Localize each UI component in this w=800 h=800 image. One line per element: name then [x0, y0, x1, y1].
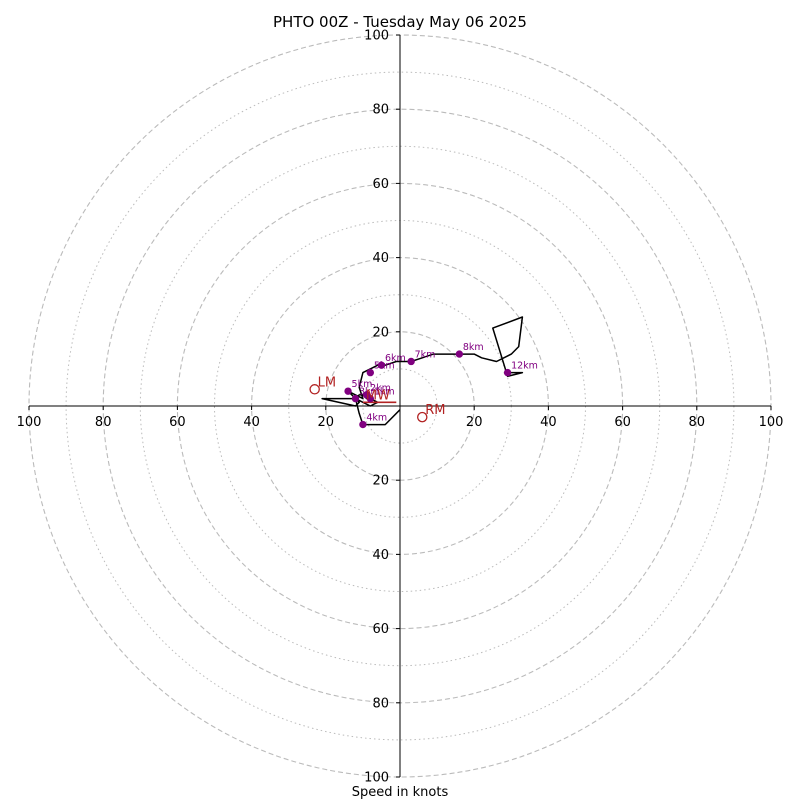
x-tick-label: 80	[95, 415, 112, 430]
height-marker-point	[351, 394, 360, 403]
height-marker-point	[377, 361, 386, 369]
x-tick-label: 40	[540, 415, 557, 430]
x-tick-label: 100	[759, 415, 784, 430]
x-tick-label: 20	[318, 415, 335, 430]
height-marker-label: 2km	[370, 383, 391, 394]
height-marker-point	[359, 420, 367, 429]
height-marker-point	[407, 357, 415, 366]
x-tick-label: 40	[243, 415, 260, 430]
y-tick-label: 40	[372, 548, 389, 563]
y-tick-label: 60	[372, 177, 389, 192]
height-marker-label: 12km	[511, 361, 538, 372]
height-marker-label: 6km	[385, 353, 406, 364]
y-tick-label: 100	[364, 771, 389, 786]
height-marker-label: 1km	[374, 387, 395, 398]
x-axis-label: Speed in knots	[352, 785, 449, 800]
y-tick-label: 100	[364, 29, 389, 44]
height-marker-label: 4km	[366, 413, 387, 424]
axes	[29, 35, 771, 777]
y-tick-label: 80	[372, 103, 389, 118]
height-marker-point	[344, 387, 352, 395]
chart-title: PHTO 00Z - Tuesday May 06 2025	[273, 13, 527, 31]
height-marker-label: 5km	[352, 379, 373, 390]
height-marker-point	[362, 391, 371, 399]
storm-motion-label: LM	[318, 375, 336, 390]
height-marker-label: 8km	[463, 342, 484, 353]
storm-motion-point	[309, 384, 320, 395]
storm-motion-label: RM	[425, 403, 445, 418]
storm-motion-label: MW	[366, 388, 390, 403]
x-tick-label: 100	[17, 415, 42, 430]
storm-motion-markers: LM RM MW	[309, 375, 446, 423]
x-tick-label: 60	[614, 415, 631, 430]
height-marker-label: 7km	[415, 349, 436, 360]
tick-labels: 100 80 60 40 20 20 40 60 80 100 100 80 60 40 20 20 40 60 8…	[17, 29, 784, 786]
height-marker-point	[455, 350, 464, 358]
x-tick-label: 60	[169, 415, 186, 430]
y-tick-label: 40	[372, 251, 389, 266]
hodograph-trace	[321, 316, 524, 426]
wind-trace	[321, 316, 524, 426]
x-tick-label: 20	[466, 415, 483, 430]
storm-motion-point	[417, 411, 428, 423]
height-marker-point	[366, 368, 375, 377]
height-marker-point	[503, 368, 512, 377]
height-marker-label: 3km	[359, 387, 380, 398]
y-tick-label: 20	[372, 325, 389, 340]
height-markers: 1km2km3km4km5km5km6km7km8km12km	[344, 342, 538, 429]
y-tick-label: 80	[372, 696, 389, 711]
y-tick-label: 60	[372, 622, 389, 637]
y-tick-label: 20	[372, 474, 389, 489]
x-tick-label: 80	[689, 415, 706, 430]
